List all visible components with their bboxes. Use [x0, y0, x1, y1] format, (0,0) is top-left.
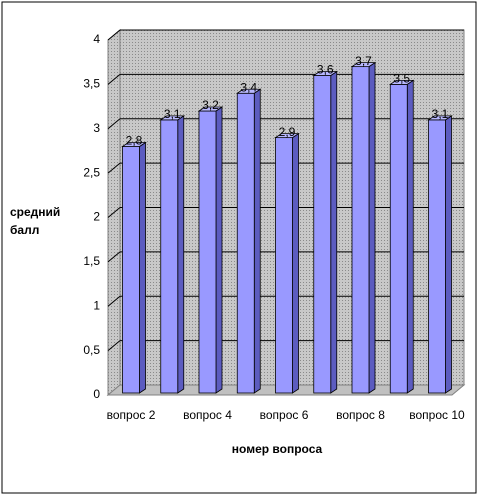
bar-top [274, 133, 300, 139]
x-tick-label: вопрос 10 [409, 408, 465, 422]
bar [236, 92, 255, 394]
x-tick-label: вопрос 6 [259, 408, 309, 422]
data-label: 3,1 [164, 107, 181, 121]
bar-top [312, 71, 339, 76]
data-label: 3,2 [202, 98, 219, 112]
bar [160, 119, 179, 394]
y-tick-label: 2 [93, 210, 100, 224]
bar-side [368, 61, 376, 394]
bar-side [445, 115, 452, 394]
bar-side [292, 132, 299, 394]
bar [275, 137, 293, 394]
x-axis-label: номер вопроса [232, 442, 323, 456]
data-label: 3,4 [240, 80, 257, 94]
y-axis-label: средний балл [10, 205, 60, 237]
bar [389, 83, 408, 394]
x-tick-label: вопрос 4 [183, 408, 232, 422]
bar [198, 110, 217, 394]
y-tick-label: 2,5 [83, 165, 100, 179]
grid-line [107, 251, 121, 263]
y-tick-label: 3 [93, 121, 100, 135]
data-label: 3,7 [355, 54, 372, 68]
bar-top [235, 88, 262, 94]
x-tick-label: вопрос 2 [106, 408, 156, 422]
bar-side [139, 141, 146, 394]
bar-top [427, 115, 453, 121]
bar-side [177, 115, 185, 394]
bar-side [215, 106, 223, 394]
bar-top [350, 62, 377, 68]
data-label: 3,5 [393, 72, 410, 86]
y-tick-label: 4 [93, 32, 100, 46]
bar [351, 66, 370, 394]
grid-line [107, 162, 121, 174]
data-label: 2,8 [126, 134, 143, 148]
y-tick-label: 1,5 [83, 254, 100, 268]
grid-line [107, 29, 121, 41]
bar-side [253, 88, 261, 394]
bar [122, 146, 140, 394]
y-tick-label: 0,5 [83, 343, 100, 357]
bar-side [406, 79, 414, 394]
bar-top [197, 106, 224, 112]
y-tick-label: 0 [93, 387, 100, 401]
bar [428, 119, 446, 394]
bar-top [121, 142, 147, 147]
y-tick-label: 1 [93, 298, 100, 312]
grid-line [107, 207, 121, 218]
bar-top [388, 79, 415, 85]
grid-line [107, 118, 121, 130]
grid-line [107, 340, 121, 352]
data-label: 2,9 [279, 125, 296, 139]
grid-line [107, 295, 121, 307]
bar [313, 75, 332, 394]
bar-side [330, 70, 338, 394]
data-label: 3,1 [432, 107, 449, 121]
grid-line [107, 73, 121, 85]
data-label: 3,6 [317, 63, 334, 77]
bar-top [159, 115, 186, 121]
y-tick-label: 3,5 [83, 77, 100, 91]
x-tick-label: вопрос 8 [336, 408, 385, 422]
